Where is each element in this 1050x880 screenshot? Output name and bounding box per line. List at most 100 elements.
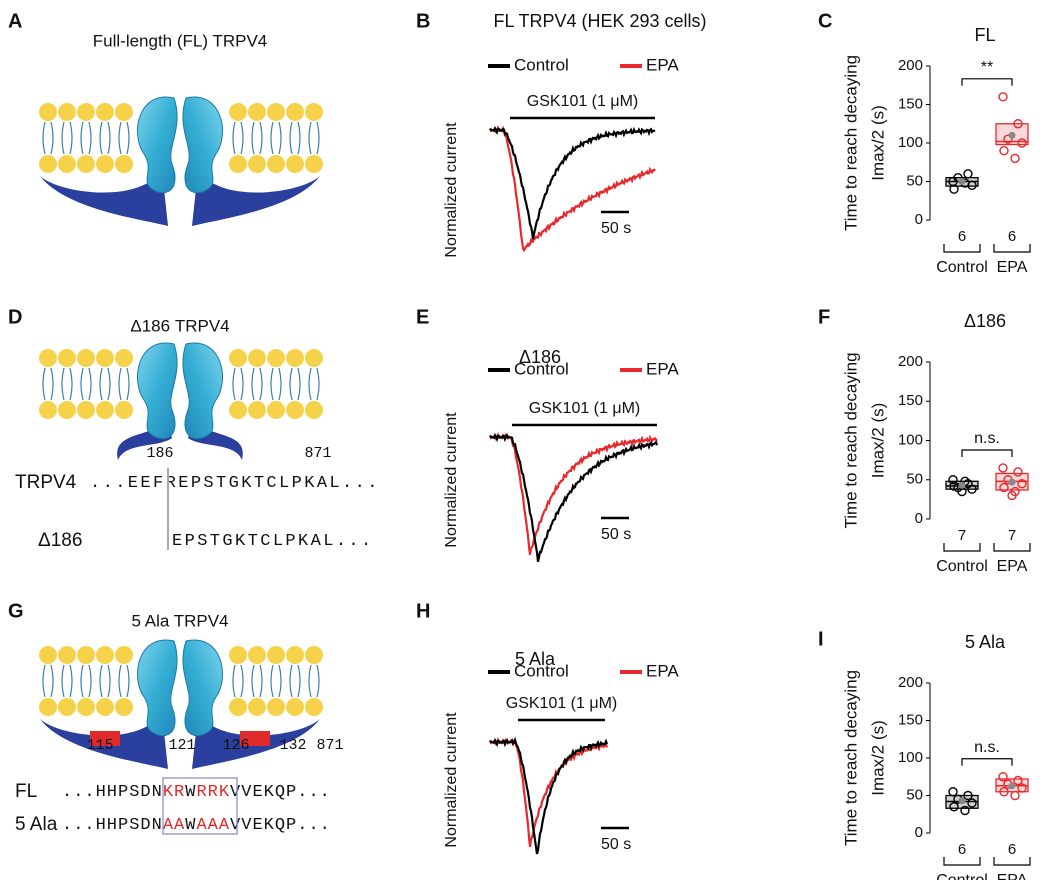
data-point xyxy=(949,481,959,491)
sequence-segment: KR xyxy=(163,783,185,802)
lipid-tail xyxy=(289,367,301,401)
data-point xyxy=(963,790,973,801)
data-point xyxy=(998,463,1008,473)
data-point xyxy=(1003,134,1013,144)
sequence: ...HHPSDNKRWRRKVVEKQP... xyxy=(62,783,331,802)
lipid-head xyxy=(96,155,114,173)
lipid-head xyxy=(229,646,247,664)
y-tick-label: 100 xyxy=(898,134,923,151)
data-point xyxy=(967,484,977,494)
data-point xyxy=(967,798,977,808)
protein xyxy=(137,96,178,194)
diagram-title: Full-length (FL) TRPV4 xyxy=(93,31,267,50)
significance-bracket xyxy=(961,758,1013,766)
lipid-tail xyxy=(80,121,92,155)
y-axis-label: Imax/2 (s) xyxy=(868,403,887,479)
data-point xyxy=(1007,490,1017,501)
group-bracket xyxy=(993,244,1031,253)
data-point xyxy=(1017,138,1027,148)
data-point xyxy=(948,475,958,485)
lipid-head xyxy=(96,103,114,121)
mean xyxy=(1008,782,1016,790)
data-point xyxy=(960,805,970,816)
x-tick-label: Control xyxy=(936,872,988,880)
lipid-head xyxy=(229,698,247,716)
sequence-segment: VVEKQP... xyxy=(230,783,331,802)
residue-number: 132 xyxy=(279,737,306,754)
lipid-head xyxy=(39,401,57,419)
x-tick-label: Control xyxy=(936,558,988,575)
row-label: TRPV4 xyxy=(15,472,77,493)
data-point xyxy=(1010,153,1020,164)
lipid-head xyxy=(305,698,323,716)
lipid-head xyxy=(115,401,133,419)
current-trace xyxy=(488,736,609,848)
lipid-head xyxy=(58,349,76,367)
group-bracket xyxy=(943,244,981,253)
lipid-tail xyxy=(251,367,263,401)
lipid-head xyxy=(286,401,304,419)
data-point xyxy=(1013,775,1023,786)
lipid-head xyxy=(267,103,285,121)
data-point xyxy=(949,184,959,194)
stimulus-label: GSK101 (1 μM) xyxy=(506,695,617,712)
protein xyxy=(182,96,223,194)
lipid-tail xyxy=(99,121,111,155)
y-tick-label: 200 xyxy=(898,353,923,370)
significance-label: ** xyxy=(981,59,993,76)
trace-title: FL TRPV4 (HEK 293 cells) xyxy=(493,11,706,31)
group-bracket xyxy=(993,543,1031,552)
lipid-tail xyxy=(308,121,320,155)
residue-number: 115 xyxy=(86,737,113,754)
lipid-head xyxy=(58,103,76,121)
lipid-head xyxy=(39,646,57,664)
group-bracket xyxy=(993,857,1031,866)
row-label: FL xyxy=(15,781,37,802)
legend-label: EPA xyxy=(646,359,679,378)
y-tick-label: 50 xyxy=(906,471,923,488)
panel-letter: D xyxy=(8,306,22,328)
current-trace xyxy=(489,433,659,563)
sequence-segment: ...HHPSDN xyxy=(62,783,163,802)
lipid-head xyxy=(115,349,133,367)
sequence: EPSTGKTCLPKAL... xyxy=(172,532,374,551)
lipid-tail xyxy=(232,121,244,155)
diagram-title: Δ186 TRPV4 xyxy=(130,316,229,335)
residue-number: 126 xyxy=(222,737,249,754)
data-point xyxy=(1017,478,1027,489)
lipid-head xyxy=(286,155,304,173)
y-tick-label: 150 xyxy=(898,711,923,728)
group-bracket xyxy=(943,543,981,552)
n-label: 7 xyxy=(1008,527,1016,544)
data-point xyxy=(1017,783,1027,793)
lipid-head xyxy=(267,698,285,716)
sequence-segment: W xyxy=(185,783,196,802)
lipid-tail xyxy=(99,367,111,401)
lipid-tail xyxy=(232,664,244,698)
lipid-head xyxy=(39,155,57,173)
sequence-segment: ...HHPSDN xyxy=(62,816,163,835)
y-axis-label: Imax/2 (s) xyxy=(868,720,887,796)
lipid-tail xyxy=(61,664,73,698)
chart-title: Δ186 xyxy=(964,311,1006,331)
lipid-head xyxy=(39,349,57,367)
residue-number: 121 xyxy=(168,737,195,754)
y-axis-label: Time to reach decaying xyxy=(841,670,860,846)
y-tick-label: 0 xyxy=(915,510,923,527)
protein xyxy=(137,342,178,440)
significance-bracket xyxy=(961,78,1013,86)
lipid-tail xyxy=(118,367,130,401)
residue-number: 871 xyxy=(316,737,343,754)
chart-title: 5 Ala xyxy=(965,632,1006,652)
lipid-head xyxy=(96,349,114,367)
lipid-head xyxy=(58,646,76,664)
trace-title: Δ186 xyxy=(519,347,561,367)
lipid-head xyxy=(115,103,133,121)
current-trace xyxy=(489,736,609,855)
lipid-head xyxy=(115,155,133,173)
panel-letter: E xyxy=(416,306,429,328)
y-axis-label: Normalized current xyxy=(443,122,460,258)
data-point xyxy=(998,92,1008,102)
lipid-head xyxy=(305,349,323,367)
